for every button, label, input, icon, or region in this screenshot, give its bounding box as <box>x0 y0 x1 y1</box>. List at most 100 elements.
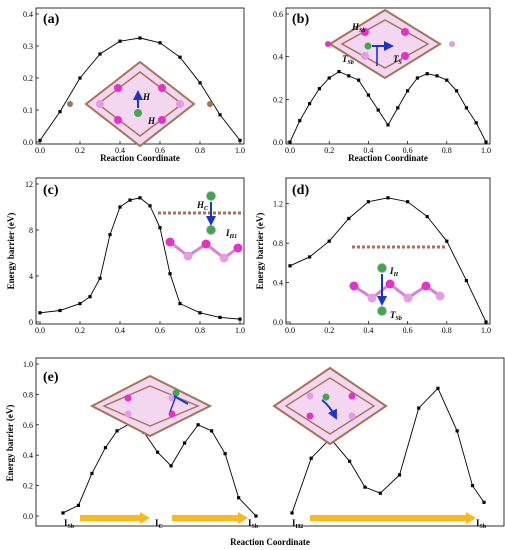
data-point <box>470 484 475 488</box>
data-point <box>158 41 162 45</box>
sb-atom <box>401 28 409 36</box>
data-point <box>178 302 182 306</box>
label-t-sb: TSb <box>342 54 354 66</box>
plot-area <box>38 36 242 142</box>
data-point <box>366 200 370 204</box>
x-tick-label: 0.2 <box>75 326 85 335</box>
x-tick-label: 0.2 <box>324 326 334 335</box>
y-tick-label: 0.0 <box>273 318 283 327</box>
data-point <box>347 216 351 221</box>
data-point <box>308 102 312 106</box>
marker-i-sb: ISb <box>64 518 75 530</box>
data-point <box>138 196 142 200</box>
data-point <box>61 511 65 515</box>
ticks: 0.0 0.2 0.4 0.6 0.8 1.0 0.0 0.2 0.4 0.6 <box>273 10 491 155</box>
panel-label: (b) <box>292 12 309 27</box>
data-point <box>115 429 119 433</box>
y-tick-label: 0.4 <box>23 10 33 19</box>
data-point <box>417 406 421 410</box>
x-tick-label: 0.0 <box>285 146 295 155</box>
data-point <box>376 108 380 112</box>
data-point <box>415 76 419 80</box>
hydrogen-atom <box>364 42 372 50</box>
label-h-sb: HSb <box>351 22 365 34</box>
data-point <box>198 311 202 315</box>
data-point <box>103 446 108 450</box>
data-point <box>288 264 292 268</box>
y-tick-label: 0.1 <box>23 106 33 115</box>
diffusion-arrow <box>173 395 189 405</box>
data-point <box>396 106 400 110</box>
hydrogen-atom <box>206 191 216 201</box>
panel-label: (e) <box>43 370 59 385</box>
data-point <box>464 106 468 110</box>
data-point <box>108 233 112 237</box>
y-tick-label: 0.8 <box>273 239 283 248</box>
x-tick-label: 0.6 <box>403 146 413 155</box>
x-tick-label: 1.0 <box>481 146 491 155</box>
data-point <box>425 72 429 76</box>
data-point <box>138 36 142 40</box>
data-point <box>474 121 478 125</box>
graphene-sheet <box>84 60 196 148</box>
hydrogen-atom <box>377 263 387 273</box>
data-point <box>464 279 468 283</box>
panel-b: (b) Reaction Coordinate 0.0 0.2 0.4 0.6 0.8 1… <box>273 7 491 163</box>
ticks: 0.0 0.2 0.4 0.6 0.8 1.0 0 4 8 12 <box>25 180 245 335</box>
data-point <box>254 514 258 518</box>
data-point <box>169 464 173 468</box>
sb-atom <box>114 84 122 92</box>
data-point <box>158 226 162 230</box>
panel-a: (a) Reaction Coordinate 0.0 0.2 0.4 0.6 0.8 1… <box>23 7 245 163</box>
label-h: H <box>142 92 151 102</box>
hydrogen-atom <box>206 225 216 235</box>
y-tick-label: 0.8 <box>23 390 33 399</box>
structure-inset: HSb TSb TS <box>325 8 455 80</box>
data-point <box>317 87 321 91</box>
data-point <box>218 113 222 117</box>
y-tick-label: 0.6 <box>23 421 33 430</box>
data-point <box>363 485 367 489</box>
x-tick-label: 0.6 <box>155 326 165 335</box>
panel-c: (c) Energy barrier (eV) 0.0 0.2 0.4 0.6 0.8 1… <box>6 177 245 335</box>
data-point <box>210 429 214 433</box>
y-tick-label: 0.0 <box>273 138 283 147</box>
y-tick-label: 0.4 <box>273 279 283 288</box>
data-point <box>223 452 227 456</box>
y-tick-label: 1.2 <box>273 200 283 209</box>
data-point <box>357 78 361 82</box>
path-arrow <box>310 512 476 524</box>
data-point <box>238 138 242 142</box>
x-tick-label: 0.4 <box>115 326 125 335</box>
data-point <box>298 119 302 123</box>
pathway-arrows: ISb IC ISb IH2 ISb <box>64 512 487 530</box>
data-point <box>436 386 440 390</box>
data-point <box>425 214 429 219</box>
data-point <box>218 315 222 319</box>
ticks: 0.0 0.2 0.4 0.6 0.8 1.0 <box>23 360 39 521</box>
y-tick-label: 4 <box>29 272 33 281</box>
data-point <box>445 239 449 243</box>
x-tick-label: 0.0 <box>35 146 45 155</box>
data-point <box>38 138 42 142</box>
data-point <box>118 205 122 209</box>
data-point <box>90 471 94 476</box>
data-point <box>327 239 331 243</box>
y-tick-label: 0.4 <box>23 451 33 460</box>
ticks: 0.0 0.2 0.4 0.6 0.8 1.0 0.0 0.1 0.2 0.3 0.4 <box>23 10 245 155</box>
ticks: 0.0 0.2 0.4 0.6 0.8 1.0 0.0 0.4 0.8 1.2 <box>273 200 491 335</box>
y-tick-label: 1.0 <box>23 360 33 369</box>
structure-inset: HC IH1 <box>158 191 244 263</box>
hydrogen-atom <box>322 393 330 401</box>
hydrogen-atom <box>172 389 180 397</box>
path-arrow <box>172 512 248 524</box>
data-point <box>290 511 294 515</box>
data-point <box>148 204 152 208</box>
panel-e: (e) Energy barrier (eV) Reaction Coordin… <box>5 357 505 547</box>
y-axis-title: Energy barrier (eV) <box>6 213 16 290</box>
x-tick-label: 0.8 <box>195 326 205 335</box>
data-point <box>182 441 187 445</box>
data-point <box>118 39 122 43</box>
marker-i-h2: IH2 <box>292 518 303 530</box>
